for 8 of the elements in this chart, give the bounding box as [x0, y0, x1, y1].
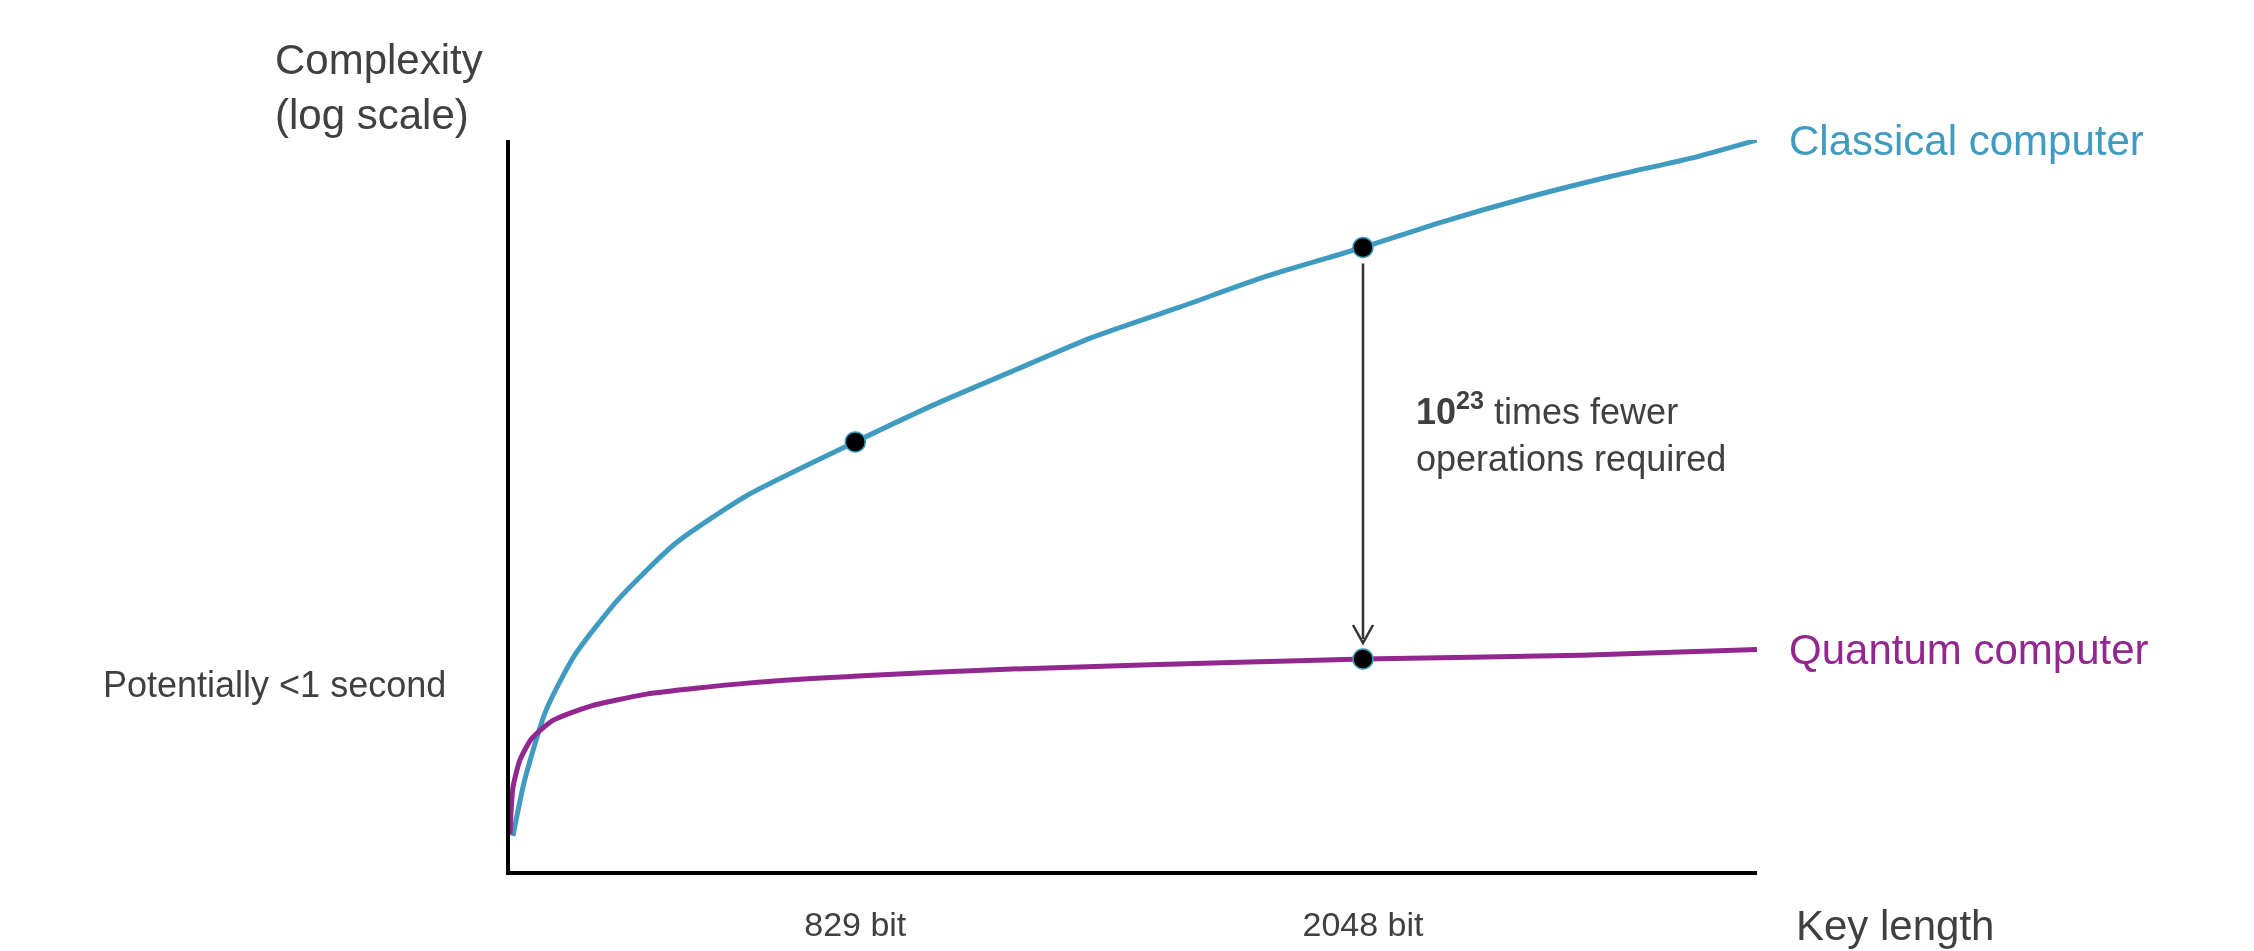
- series-label: Quantum computer: [1789, 626, 2149, 673]
- series-label: Classical computer: [1789, 117, 2144, 164]
- annotation: 10$^{23}$ times fewer operations required: [1416, 386, 1727, 479]
- x-tick-label: 2048 bit: [1302, 904, 1425, 943]
- x-tick-label: 829 bit: [804, 904, 907, 943]
- text: Potentially <1 second: [103, 664, 447, 705]
- x-axis-title: Key length: [1796, 902, 1995, 949]
- y-axis-title: Complexity (log scale): [275, 36, 483, 138]
